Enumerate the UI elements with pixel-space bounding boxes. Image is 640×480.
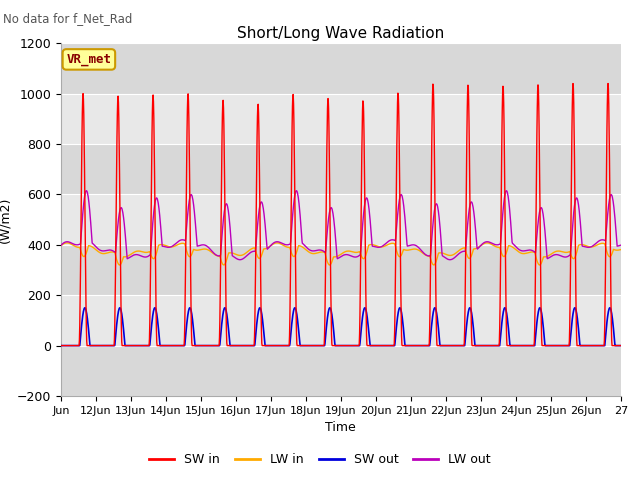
Bar bbox=[61, 295, 621, 346]
Bar bbox=[61, 144, 621, 194]
Legend: SW in, LW in, SW out, LW out: SW in, LW in, SW out, LW out bbox=[144, 448, 496, 471]
Bar bbox=[61, 245, 621, 295]
Text: No data for f_Net_Rad: No data for f_Net_Rad bbox=[3, 12, 132, 25]
Text: VR_met: VR_met bbox=[67, 53, 111, 66]
X-axis label: Time: Time bbox=[325, 421, 356, 434]
Bar bbox=[61, 43, 621, 94]
Bar bbox=[61, 346, 621, 396]
Title: Short/Long Wave Radiation: Short/Long Wave Radiation bbox=[237, 25, 444, 41]
Bar bbox=[61, 194, 621, 245]
Bar bbox=[61, 94, 621, 144]
Y-axis label: (W/m2): (W/m2) bbox=[0, 196, 11, 243]
